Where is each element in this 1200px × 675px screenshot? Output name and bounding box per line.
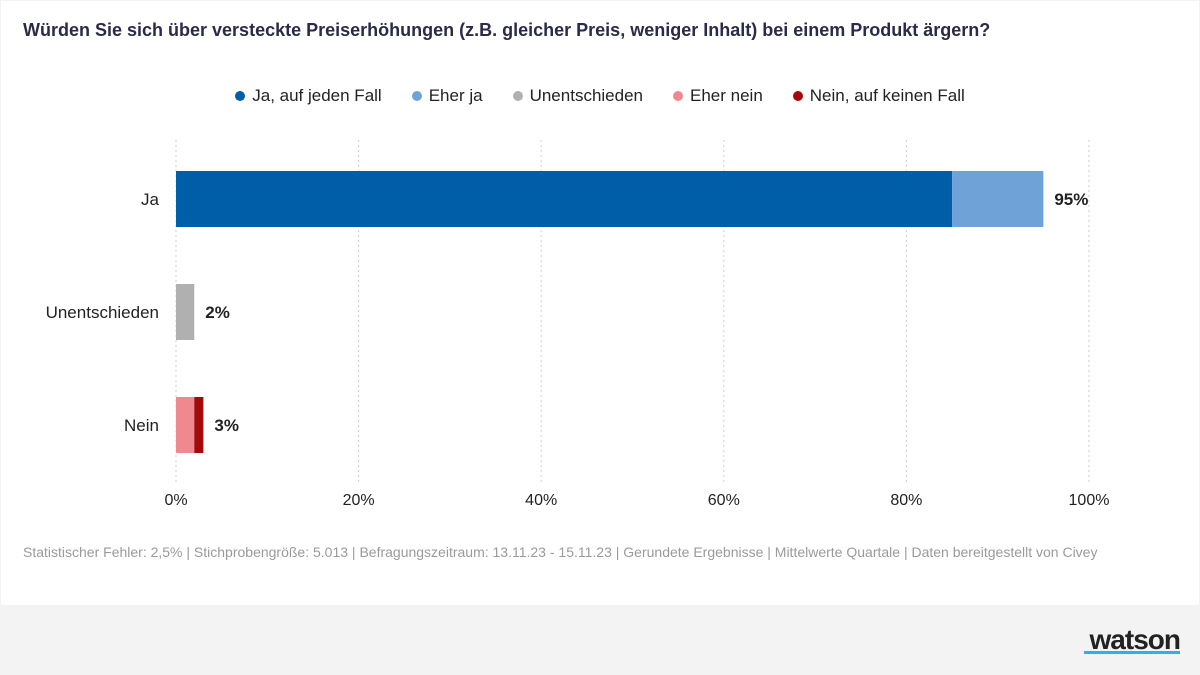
chart-legend: Ja, auf jeden Fall Eher ja Unentschieden Eh…: [0, 86, 1200, 106]
x-tick-label: 20%: [343, 492, 375, 509]
bar-segment: [194, 397, 204, 453]
chart-title: Würden Sie sich über versteckte Preiserh…: [23, 20, 991, 40]
legend-item: Nein, auf keinen Fall: [792, 86, 965, 106]
logo-underline: [1084, 651, 1180, 654]
legend-label: Nein, auf keinen Fall: [809, 86, 965, 105]
legend-marker-icon: [235, 91, 246, 101]
x-tick-label: 40%: [525, 492, 557, 509]
bar-segment: [176, 171, 953, 227]
bar-segment: [952, 171, 1044, 227]
bar-segment: [176, 284, 195, 340]
legend-marker-icon: [673, 91, 683, 101]
legend-item: Eher ja: [411, 86, 483, 106]
x-tick-label: 80%: [890, 492, 922, 509]
bar-total-label: 95%: [1054, 190, 1088, 209]
legend-item: Eher nein: [673, 86, 763, 106]
bar-total-label: 3%: [214, 416, 239, 435]
legend-item: Unentschieden: [512, 86, 643, 106]
category-label: Nein: [124, 416, 159, 435]
x-tick-label: 60%: [708, 492, 740, 509]
watson-logo: watson: [1089, 624, 1181, 655]
legend-marker-icon: [792, 91, 803, 101]
chart-footnote: Statistischer Fehler: 2,5% | Stichproben…: [23, 544, 1098, 560]
x-tick-label: 0%: [164, 492, 187, 509]
chart-card: [1, 1, 1199, 605]
legend-marker-icon: [411, 91, 422, 101]
bar-total-label: 2%: [205, 303, 230, 322]
legend-item: Ja, auf jeden Fall: [235, 86, 382, 106]
legend-label: Unentschieden: [529, 86, 643, 105]
legend-marker-icon: [512, 91, 523, 101]
legend-label: Ja, auf jeden Fall: [252, 86, 382, 105]
bar-segment: [176, 397, 195, 453]
category-label: Ja: [141, 190, 160, 209]
bar-chart: 0% 20% 40% 60% 80% 100% Ja Unentschieden Nein 95%…: [46, 140, 1110, 509]
legend-label: Eher ja: [428, 86, 483, 105]
legend-label: Eher nein: [690, 86, 763, 105]
x-tick-label: 100%: [1069, 492, 1110, 509]
category-label: Unentschieden: [46, 303, 159, 322]
